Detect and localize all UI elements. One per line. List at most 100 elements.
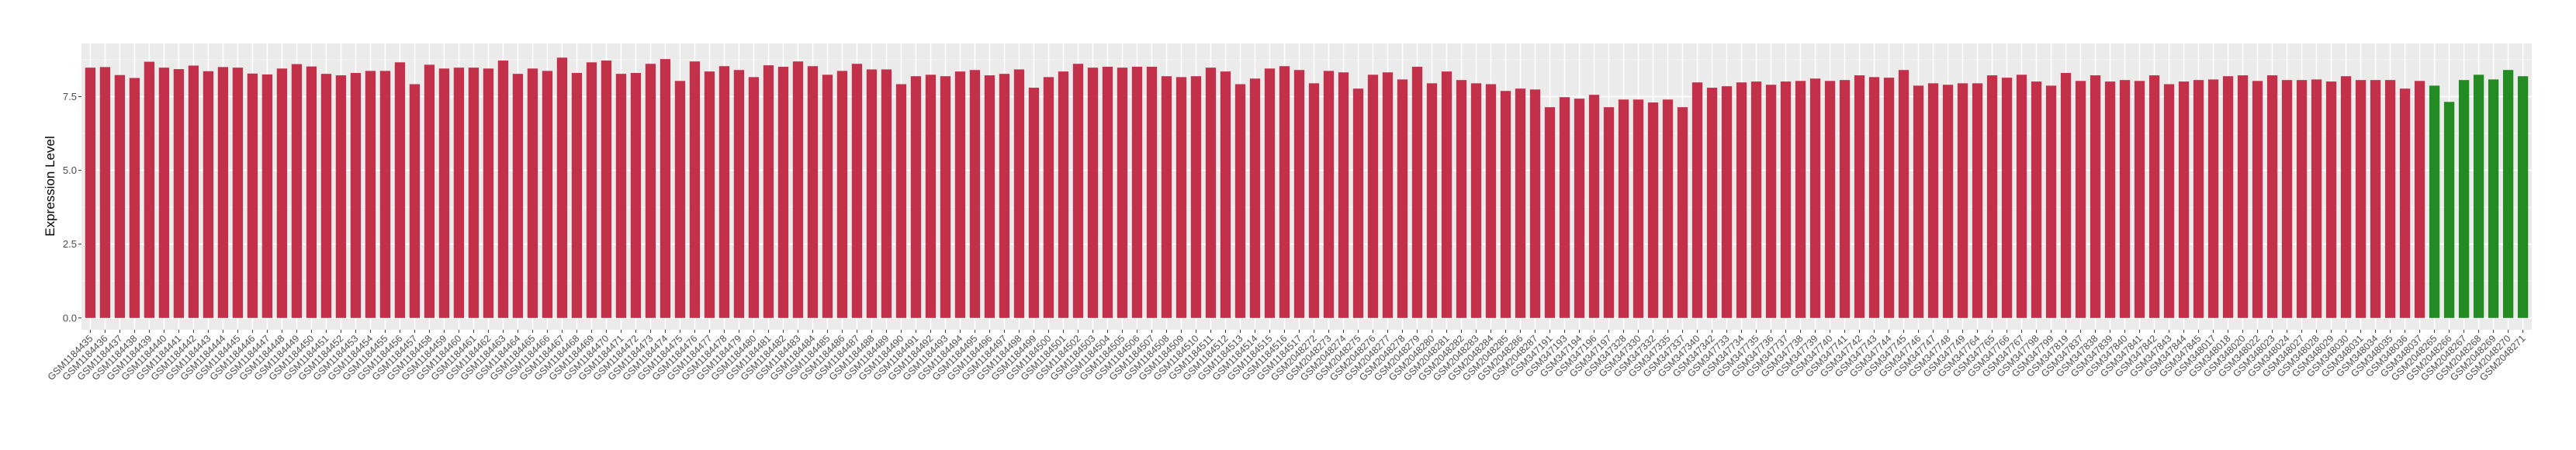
bar-GSM1184460	[453, 68, 465, 318]
bar-GSM1184502	[1072, 64, 1084, 318]
bar-GSM1184451	[320, 74, 332, 318]
bar-GSM347840	[2119, 80, 2131, 318]
bar-GSM348022	[2252, 81, 2263, 318]
bar-GSM1184447	[261, 74, 273, 318]
bar-GSM347742	[1854, 75, 1865, 318]
bar-GSM2048280	[1426, 83, 1438, 318]
bar-GSM2048275	[1352, 88, 1364, 318]
bar-GSM347337	[1677, 107, 1688, 318]
bar-GSM2048265	[2429, 85, 2440, 318]
bar-GSM2048276	[1367, 74, 1379, 318]
bar-GSM1184491	[910, 76, 922, 318]
bar-GSM1184473	[645, 64, 656, 318]
bar-GSM1184437	[114, 74, 126, 318]
bar-GSM347197	[1603, 107, 1615, 318]
bar-GSM348020	[2237, 75, 2249, 318]
bar-GSM1184501	[1058, 71, 1069, 318]
bar-GSM348034	[2370, 80, 2381, 318]
bar-GSM1184508	[1161, 76, 1172, 318]
y-axis: 0.0 2.5 5.0 7.5	[63, 91, 81, 324]
bar-GSM1184464	[512, 74, 524, 318]
x-axis: GSM1184435GSM1184436GSM1184437GSM1184438…	[46, 330, 2528, 383]
bar-GSM348017	[2207, 79, 2219, 318]
bar-GSM347194	[1574, 99, 1585, 318]
bar-GSM2048284	[1485, 84, 1497, 318]
bar-GSM1184449	[291, 64, 303, 318]
bar-GSM1184493	[940, 76, 951, 318]
bar-GSM2048270	[2502, 70, 2514, 318]
bar-GSM1184463	[497, 61, 509, 318]
bar-GSM347330	[1633, 99, 1644, 318]
bar-GSM1184482	[777, 67, 789, 318]
bar-GSM348024	[2281, 80, 2293, 318]
bar-GSM1184500	[1043, 77, 1054, 318]
bar-GSM1184499	[1028, 88, 1040, 318]
bar-GSM2048272	[1308, 83, 1320, 318]
bar-GSM1184444	[217, 67, 229, 318]
bar-GSM347839	[2104, 81, 2116, 318]
bar-GSM347841	[2134, 81, 2145, 318]
bar-GSM347196	[1588, 95, 1600, 318]
bar-GSM347328	[1618, 99, 1629, 318]
bar-GSM348027	[2296, 80, 2308, 318]
bar-GSM347799	[2045, 85, 2057, 318]
bar-GSM1184455	[379, 71, 391, 318]
bar-GSM1184441	[173, 69, 185, 318]
bar-GSM347744	[1883, 78, 1895, 318]
bar-GSM347747	[1927, 83, 1939, 318]
bar-GSM348029	[2325, 81, 2337, 318]
bar-GSM1184489	[881, 69, 892, 318]
bar-GSM1184490	[895, 84, 907, 318]
bar-GSM1184454	[365, 71, 376, 318]
bar-GSM347737	[1780, 81, 1792, 318]
bar-GSM1184475	[674, 81, 686, 318]
bar-GSM2048274	[1338, 72, 1349, 318]
bar-GSM1184474	[660, 59, 671, 318]
bar-GSM1184517	[1293, 70, 1305, 318]
bar-GSM347739	[1809, 78, 1821, 318]
bar-GSM2048281	[1441, 71, 1452, 318]
bar-GSM1184498	[1013, 69, 1025, 318]
bar-GSM348031	[2355, 80, 2367, 318]
bar-GSM347837	[2075, 81, 2086, 318]
bar-GSM1184471	[615, 74, 627, 318]
bar-GSM1184487	[851, 64, 863, 318]
bar-GSM1184462	[483, 68, 494, 318]
bar-GSM1184507	[1146, 67, 1158, 318]
bar-GSM1184465	[527, 68, 538, 318]
bar-GSM1184453	[350, 73, 362, 318]
bar-GSM1184439	[144, 61, 155, 318]
bar-GSM1184461	[468, 68, 480, 318]
bar-GSM2048267	[2458, 80, 2470, 318]
bar-GSM1184483	[792, 61, 804, 318]
bar-GSM1184513	[1234, 84, 1246, 318]
bar-GSM1184516	[1279, 66, 1290, 318]
bar-GSM2048287	[1529, 89, 1541, 318]
bar-GSM1184504	[1102, 67, 1113, 318]
bar-GSM1184486	[836, 71, 848, 318]
bar-GSM1184479	[733, 70, 745, 318]
bar-GSM1184480	[748, 77, 760, 318]
bar-GSM1184488	[866, 69, 878, 318]
bar-GSM347798	[2031, 81, 2042, 318]
bar-GSM348036	[2399, 88, 2411, 318]
bar-GSM347332	[1647, 102, 1659, 318]
bar-GSM1184514	[1249, 78, 1261, 318]
bar-GSM1184477	[704, 71, 715, 318]
bar-GSM2048268	[2473, 74, 2484, 318]
bar-GSM347734	[1736, 82, 1747, 318]
bar-GSM347748	[1942, 85, 1954, 318]
bar-GSM1184512	[1220, 71, 1231, 318]
y-axis-title: Expression Level	[43, 136, 57, 236]
bar-GSM1184511	[1205, 68, 1217, 318]
bar-GSM1184484	[807, 66, 819, 318]
bar-GSM1184446	[247, 73, 258, 318]
bar-GSM1184496	[984, 75, 995, 318]
bar-GSM1184476	[689, 61, 701, 318]
bar-GSM1184509	[1175, 77, 1187, 318]
bar-GSM1184445	[232, 68, 244, 318]
bar-GSM1184457	[409, 84, 421, 318]
bar-GSM2048269	[2488, 79, 2499, 318]
bar-GSM1184456	[394, 62, 406, 318]
bar-GSM347819	[2060, 73, 2072, 318]
